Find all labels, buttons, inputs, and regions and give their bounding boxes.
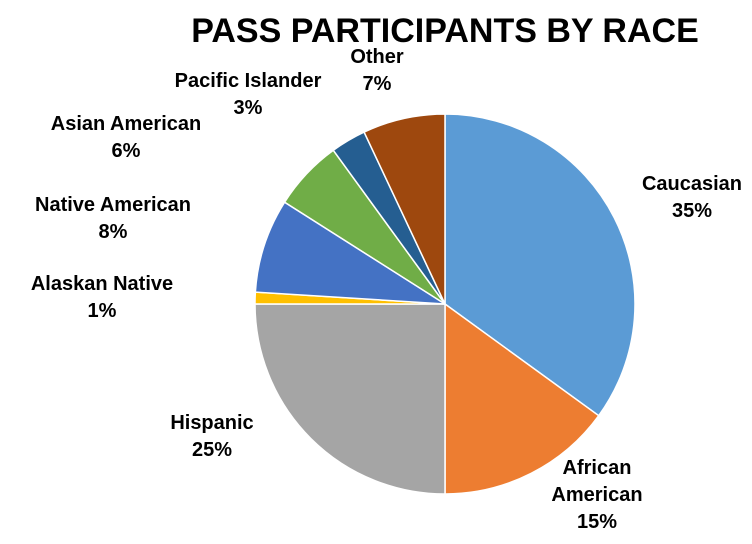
data-label-value: 3% [234,97,263,119]
data-label-value: 6% [112,140,141,162]
data-label-name: Native American [35,194,191,216]
data-label-value: 35% [672,200,712,222]
chart-title: PASS PARTICIPANTS BY RACE [191,12,699,50]
data-label-name: Caucasian [642,173,742,195]
pie-slice-hispanic [254,303,446,495]
pie-labels: Caucasian 35% African American 15% Hispanic 25… [31,46,742,533]
pie-slices [254,113,636,495]
pie-slice-caucasian [444,113,636,417]
pie-slice-other [363,113,446,305]
data-label-name: Asian American [51,113,201,135]
data-label-value: 15% [577,511,617,533]
data-label-name: Pacific Islander [175,70,322,92]
data-label-value: 1% [88,300,117,322]
pie-slice-african-american [444,302,600,495]
data-label-name: Other [350,46,404,68]
data-label-name: African [563,457,632,479]
data-label-value: 25% [192,439,232,461]
data-label-value: 8% [99,221,128,243]
data-label-name: Hispanic [170,412,253,434]
data-label-name: American [551,484,642,506]
data-label-value: 7% [363,73,392,95]
data-label-name: Alaskan Native [31,273,173,295]
pie-slice-native-american [254,201,446,305]
